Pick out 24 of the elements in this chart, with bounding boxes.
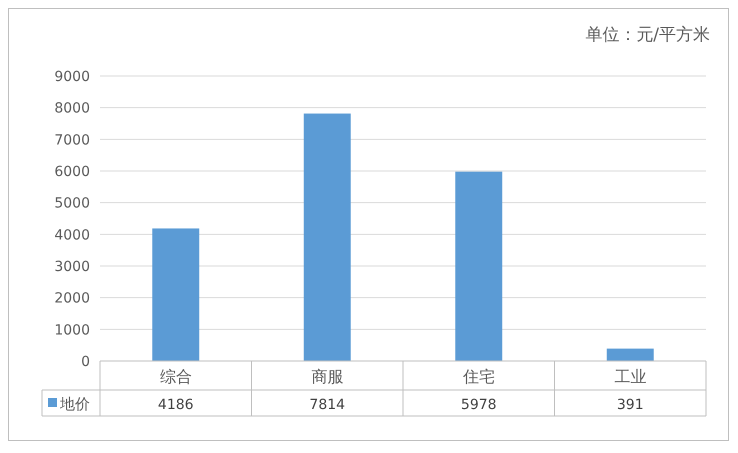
x-tick-label: 住宅 — [462, 367, 495, 386]
text: 单位：元/平方米 — [585, 25, 710, 45]
y-tick-label: 6000 — [54, 164, 90, 180]
y-tick-label: 5000 — [54, 196, 90, 212]
bar — [606, 348, 654, 361]
x-tick-label: 商服 — [311, 367, 344, 386]
data-label: 7814 — [309, 397, 346, 413]
y-tick-label: 9000 — [54, 69, 90, 85]
data-label: 391 — [616, 397, 644, 413]
x-tick-label: 综合 — [160, 367, 192, 386]
y-tick-label: 4000 — [54, 227, 90, 244]
data-label: 5978 — [460, 397, 497, 413]
y-tick-label: 8000 — [54, 100, 90, 117]
y-tick-label: 1000 — [54, 322, 90, 338]
bar — [304, 114, 351, 361]
x-tick-label: 工业 — [614, 367, 646, 386]
bar — [152, 228, 200, 361]
y-tick-label: 2000 — [54, 290, 90, 307]
y-tick-label: 3000 — [54, 259, 90, 275]
legend-label: 地价 — [59, 395, 90, 413]
y-tick-label: 7000 — [54, 132, 90, 148]
data-label: 4186 — [158, 397, 194, 413]
y-tick-label: 0 — [81, 354, 90, 370]
bar — [455, 172, 502, 361]
